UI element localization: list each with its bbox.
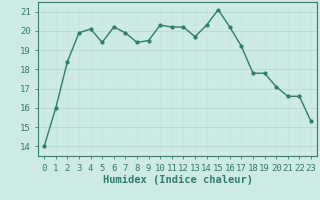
X-axis label: Humidex (Indice chaleur): Humidex (Indice chaleur) [103, 175, 252, 185]
